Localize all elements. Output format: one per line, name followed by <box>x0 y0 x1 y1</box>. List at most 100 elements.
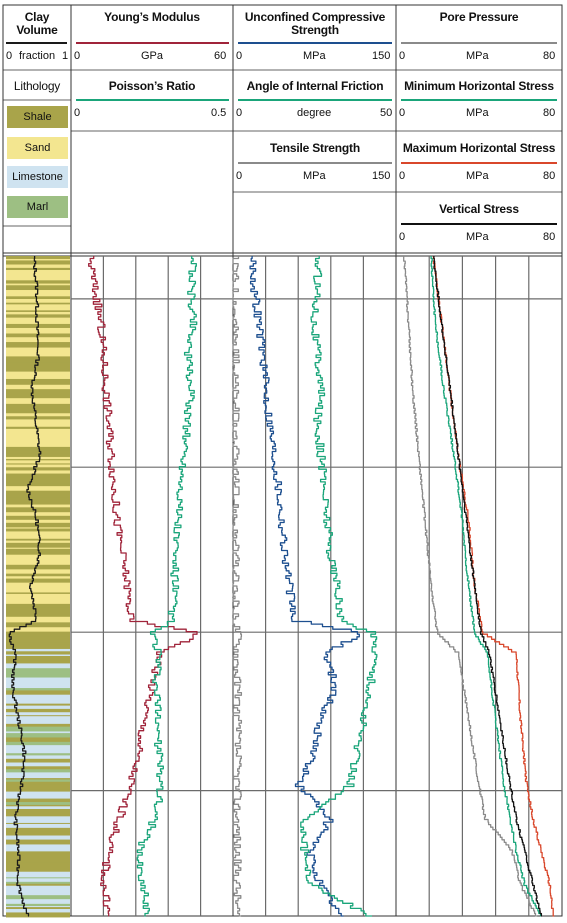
lithology-stripe <box>6 881 70 885</box>
lithology-stripe <box>6 781 70 786</box>
lithology-stripe <box>6 878 70 883</box>
lithology-stripe <box>6 705 70 710</box>
clay-volume-title: Clay Volume <box>16 10 58 37</box>
lithology-stripe <box>6 461 70 464</box>
vertical-stress-min: 0 <box>399 231 406 243</box>
minimum-horizontal-stress-curve <box>430 256 542 917</box>
lithology-stripe <box>6 413 70 416</box>
lithology-stripe <box>6 899 70 904</box>
lithology-stripe <box>6 299 70 304</box>
lithology-stripe <box>6 766 70 770</box>
poissons-ratio-max: 0.5 <box>211 107 227 119</box>
lithology-stripe <box>6 402 70 405</box>
max-horizontal-stress-unit: MPa <box>466 170 489 182</box>
lithology-stripe <box>6 450 70 454</box>
lithology-stripe <box>6 423 70 428</box>
lithology-stripe <box>6 437 70 442</box>
lithology-stripe <box>6 475 70 480</box>
lithology-stripe <box>6 648 70 652</box>
lithology-stripe <box>6 831 70 834</box>
lithology-stripe <box>6 486 70 492</box>
tensile-strength-min: 0 <box>236 170 243 182</box>
lithology-stripe <box>6 703 70 707</box>
tensile-strength-unit: MPa <box>303 170 326 182</box>
lithology-stripe <box>6 270 70 275</box>
clay-volume-min: 0 <box>6 50 13 62</box>
lithology-stripe <box>6 627 70 630</box>
lithology-stripe <box>6 908 70 913</box>
lithology-stripe <box>6 378 70 384</box>
lithology-stripe <box>6 700 70 705</box>
youngs-modulus-min: 0 <box>74 50 81 62</box>
lithology-stripe <box>6 832 70 837</box>
lithology-stripe <box>6 531 70 536</box>
tensile-strength-curve <box>232 256 243 917</box>
lithology-stripe <box>6 715 70 717</box>
lithology-stripe <box>6 765 70 767</box>
lithology-stripe <box>6 315 70 319</box>
lithology-stripe <box>6 631 70 637</box>
lithology-stripe <box>6 677 70 681</box>
lithology-stripe <box>6 382 70 386</box>
lithology-stripe <box>6 723 70 728</box>
lithology-stripe <box>6 356 70 359</box>
lithology-stripe <box>6 820 70 824</box>
pore-pressure-max: 80 <box>543 50 556 62</box>
ucs-min: 0 <box>236 50 243 62</box>
lithology-stripe <box>6 389 70 392</box>
lithology-stripe <box>6 390 70 394</box>
lithology-stripe <box>6 864 70 869</box>
lithology-stripe <box>6 273 70 278</box>
lithology-stripe <box>6 285 70 291</box>
lithology-stripe <box>6 614 70 618</box>
lithology-stripe <box>6 871 70 875</box>
lithology-stripe <box>6 776 70 779</box>
lithology-stripe <box>6 915 70 918</box>
lithology-stripe <box>6 660 70 664</box>
lithology-stripe <box>6 686 70 689</box>
lithology-stripe <box>6 564 70 570</box>
pore-pressure-title: Pore Pressure <box>439 10 519 24</box>
vertical-stress-unit: MPa <box>466 231 489 243</box>
lithology-stripe <box>6 883 70 887</box>
lithology-stripe <box>6 849 70 852</box>
ucs-unit: MPa <box>303 50 326 62</box>
lithology-stripe <box>6 874 70 878</box>
lithology-stripe <box>6 885 70 890</box>
lithology-stripe <box>6 403 70 409</box>
lithology-stripe <box>6 464 70 468</box>
lithology-stripe <box>6 598 70 602</box>
lithology-stripe <box>6 694 70 699</box>
lithology-stripe <box>6 333 70 338</box>
pore-pressure-curve <box>403 256 538 917</box>
lithology-stripe <box>6 407 70 412</box>
clay-volume-curve <box>8 256 42 917</box>
lithology-stripe <box>6 280 70 285</box>
lithology-stripe <box>6 733 70 738</box>
lithology-stripe <box>6 501 70 506</box>
lithology-stripe <box>6 828 70 833</box>
lithology-stripe <box>6 823 70 829</box>
lithology-stripe <box>6 763 70 766</box>
lithology-stripe <box>6 332 70 335</box>
lithology-stripe <box>6 789 70 793</box>
lithology-stripe <box>6 535 70 540</box>
lithology-stripe <box>6 690 70 696</box>
lithology-stripe <box>6 416 70 420</box>
lithology-stripe <box>6 773 70 776</box>
lithology-stripe <box>6 473 70 476</box>
friction-angle-max: 50 <box>380 107 393 119</box>
lithology-stripe <box>6 722 70 725</box>
lithology-stripe <box>6 385 70 390</box>
lithology-stripe <box>6 651 70 656</box>
youngs-modulus-max: 60 <box>214 50 227 62</box>
lithology-stripe <box>6 493 70 499</box>
lithology-stripe <box>6 851 70 857</box>
lithology-title: Lithology <box>13 79 61 93</box>
lithology-stripe <box>6 463 70 466</box>
lithology-stripe <box>6 791 70 795</box>
lithology-stripe <box>6 877 70 879</box>
lithology-stripe <box>6 656 70 661</box>
lithology-stripe <box>6 906 70 908</box>
